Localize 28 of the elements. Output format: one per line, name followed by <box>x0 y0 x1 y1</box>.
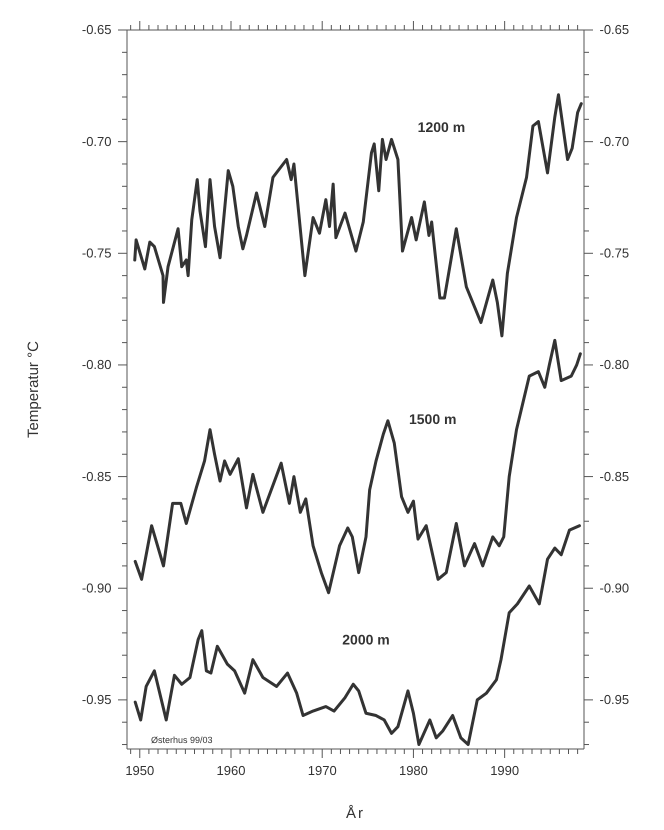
x-tick-label: 1990 <box>490 762 520 778</box>
x-tick-label: 1970 <box>308 762 337 778</box>
y2-tick-label: -0.90 <box>600 580 630 596</box>
line-series <box>134 338 582 594</box>
y-tick-label: -0.85 <box>82 468 112 484</box>
y2-tick-label: -0.65 <box>600 22 630 38</box>
y-tick-label: -0.70 <box>82 134 112 149</box>
y2-tick-label: -0.70 <box>600 134 630 149</box>
x-tick-label: 1950 <box>125 762 154 778</box>
y2-tick-label: -0.85 <box>600 468 630 484</box>
y-tick-label: -0.95 <box>82 692 112 708</box>
y-tick-label: -0.80 <box>82 357 112 372</box>
x-axis-title: År <box>346 804 365 822</box>
series-label: 1500 m <box>408 411 456 428</box>
x-tick-label: 1960 <box>216 762 246 778</box>
y-tick-label: -0.65 <box>82 22 112 38</box>
y2-tick-label: -0.95 <box>600 692 630 708</box>
text: 2000 m <box>342 632 390 648</box>
y2-tick-label: -0.80 <box>600 357 630 372</box>
y2-tick-label: -0.75 <box>600 245 630 260</box>
x-tick-label: 1980 <box>398 762 428 778</box>
y-tick-label: -0.90 <box>82 580 112 596</box>
y-axis-title: Temperatur °C <box>25 340 42 438</box>
line-series <box>134 524 581 746</box>
annotation: Østerhus 99/03 <box>151 735 213 745</box>
line-series <box>133 93 583 338</box>
series-label: 1200 m <box>418 119 466 136</box>
y-tick-label: -0.75 <box>82 245 112 260</box>
